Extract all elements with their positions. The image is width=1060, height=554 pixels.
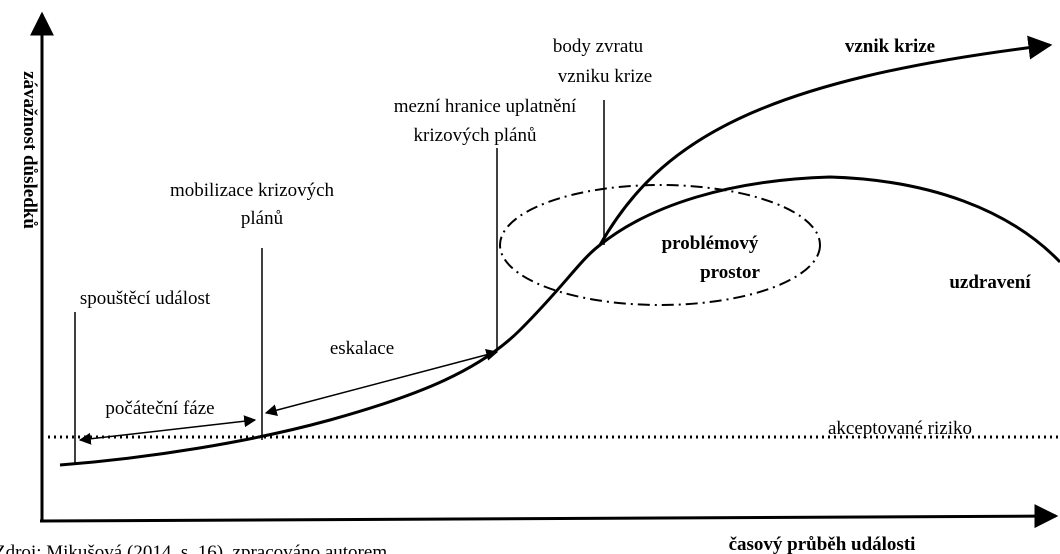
label: krizových plánů: [414, 125, 537, 146]
label: akceptované riziko: [828, 418, 972, 439]
label: počáteční fáze: [105, 398, 214, 419]
source: Zdroj: Mikušová (2014, s. 16), zpracován…: [0, 542, 387, 554]
label: body zvratu: [553, 36, 644, 57]
label: problémový: [662, 233, 759, 254]
problem-ellipse: [499, 184, 821, 306]
x-axis-label: časový průběh události: [729, 534, 916, 554]
escalation-arrow: [264, 348, 499, 417]
markers: [74, 100, 605, 465]
label: plánů: [241, 208, 284, 229]
x-axis: [39, 504, 1059, 529]
label: mobilizace krizových: [170, 180, 335, 201]
label: mezní hranice uplatnění: [394, 96, 577, 117]
label: prostor: [700, 262, 760, 283]
recovery-curve: [599, 175, 1060, 264]
label: uzdravení: [949, 272, 1031, 293]
label: eskalace: [330, 338, 394, 359]
label: vznik krize: [845, 36, 935, 57]
axes: [30, 11, 1059, 529]
y-axis-label: závažnost důsledků: [19, 71, 40, 229]
label: spouštěcí událost: [80, 288, 211, 309]
label: vzniku krize: [558, 66, 652, 87]
initial-arrow: [78, 415, 257, 445]
